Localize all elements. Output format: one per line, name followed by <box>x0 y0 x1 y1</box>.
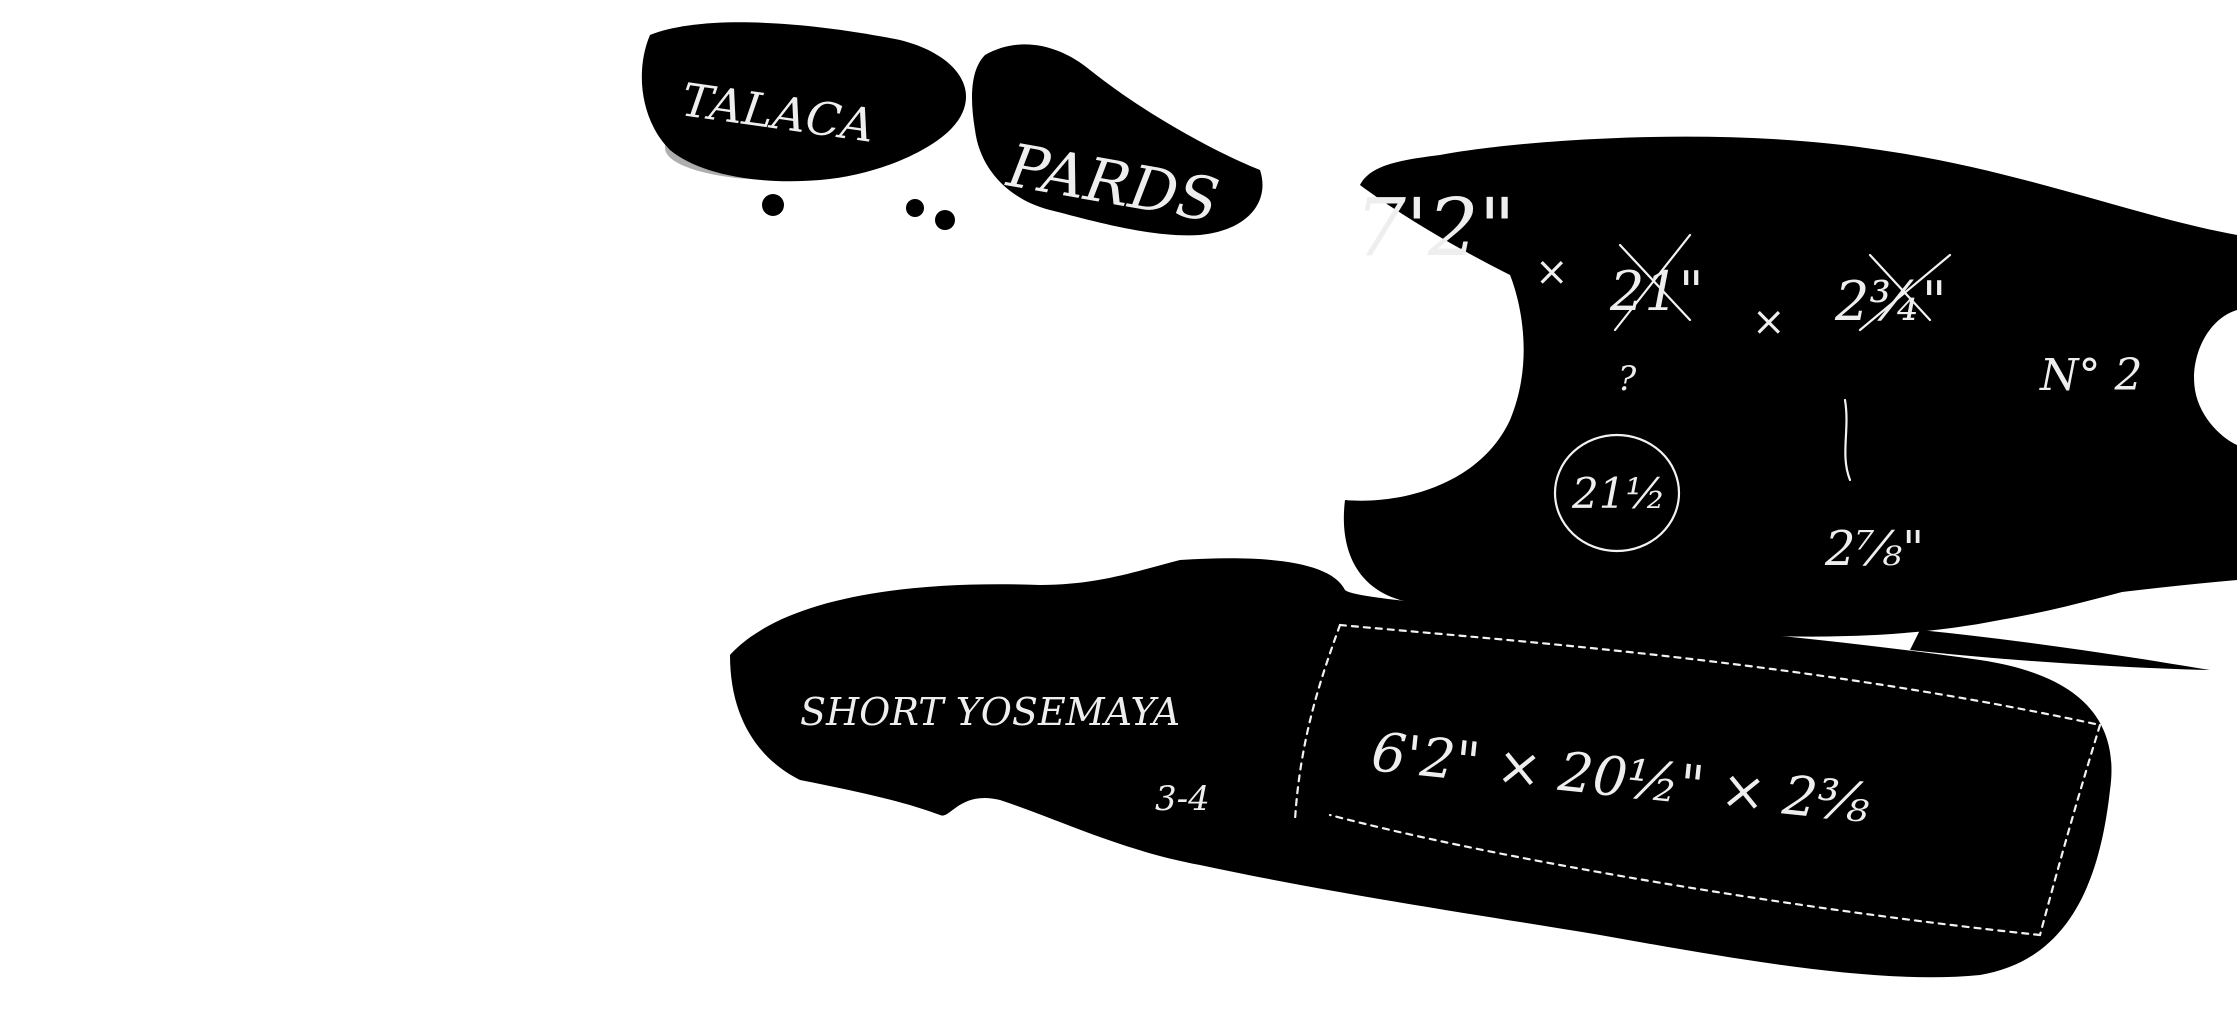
board1-thick-struck: 2¾" <box>1834 270 1947 333</box>
board1-width-note: ? <box>1618 359 1637 399</box>
board1-sep1: × <box>1535 249 1569 295</box>
chalk-marks <box>1293 233 2102 937</box>
board2-blob <box>730 558 2112 978</box>
board2-model-line1: SHORT YOSEMAYA <box>800 690 1180 734</box>
board2-model-line2: 3-4 <box>1155 779 1210 819</box>
board1-thick-revised: 2⅞" <box>1824 521 1924 577</box>
board1-count: N° 2 <box>2039 350 2142 401</box>
board1-specs: 7'2" × 21" ? 21½ × 2¾" 2⅞" N° 2 <box>1355 181 2142 577</box>
board1-blob <box>1343 136 2237 670</box>
board1-width-struck: 21" <box>1609 260 1704 323</box>
board1-width-circled: 21½ <box>1571 469 1666 518</box>
board1-length: 7'2" <box>1355 181 1516 274</box>
board1-sep2: × <box>1752 299 1786 345</box>
brand-blob <box>641 22 1263 236</box>
